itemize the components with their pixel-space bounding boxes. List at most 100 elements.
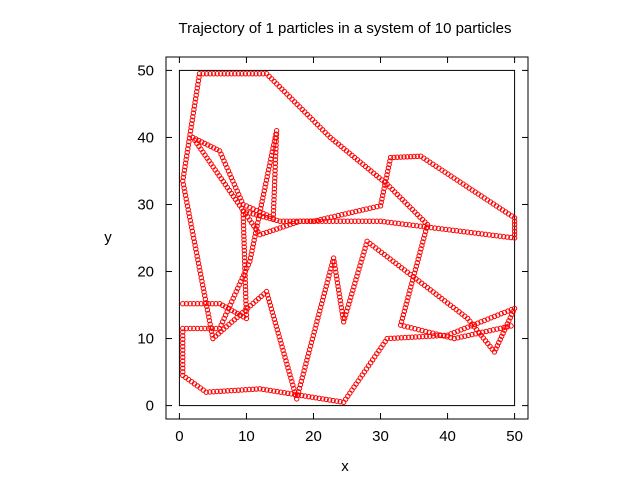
data-point	[240, 222, 247, 229]
data-point	[331, 213, 338, 220]
data-point	[271, 193, 277, 199]
data-point	[273, 128, 280, 134]
data-point	[195, 78, 202, 84]
data-point	[253, 226, 260, 233]
data-point	[324, 132, 331, 138]
data-point	[240, 212, 246, 218]
data-point	[190, 134, 196, 141]
data-point	[255, 216, 262, 222]
data-point	[205, 142, 211, 148]
data-point	[320, 396, 326, 402]
data-point	[304, 111, 311, 118]
data-point	[498, 333, 505, 340]
data-point	[464, 324, 471, 330]
data-point	[280, 218, 287, 224]
data-point	[300, 371, 306, 377]
data-point	[180, 178, 186, 184]
data-point	[194, 253, 200, 259]
data-point	[406, 222, 413, 228]
data-point	[260, 191, 267, 198]
data-point	[206, 317, 213, 324]
data-point	[280, 347, 286, 354]
data-point	[241, 240, 247, 247]
data-point	[232, 387, 238, 394]
data-point	[189, 228, 196, 234]
data-point	[326, 273, 332, 279]
data-point	[203, 389, 209, 395]
data-point	[268, 306, 275, 312]
data-point	[271, 388, 277, 394]
data-point	[195, 257, 201, 263]
data-point	[363, 242, 369, 248]
y-tick-label: 30	[137, 196, 154, 213]
data-point	[279, 344, 285, 350]
data-point	[340, 319, 347, 325]
data-point	[271, 197, 277, 203]
data-point	[317, 124, 323, 130]
data-point	[405, 294, 411, 301]
data-point	[180, 358, 186, 364]
data-point	[323, 283, 329, 289]
data-point	[336, 290, 342, 297]
data-point	[255, 219, 261, 226]
data-point	[313, 395, 319, 401]
data-point	[248, 251, 254, 258]
data-point	[240, 226, 247, 232]
data-point	[235, 71, 242, 77]
data-point	[386, 161, 392, 168]
data-point	[334, 276, 340, 283]
data-point	[315, 315, 321, 321]
data-point	[270, 215, 276, 221]
data-point	[309, 116, 316, 123]
data-point	[187, 128, 194, 134]
data-point	[213, 146, 220, 153]
data-point	[407, 153, 414, 160]
data-point	[342, 312, 349, 318]
data-point	[363, 206, 370, 212]
data-point	[262, 184, 268, 190]
data-point	[437, 332, 443, 338]
data-point	[458, 327, 464, 333]
data-point	[316, 311, 322, 318]
data-point	[186, 214, 193, 220]
data-point	[405, 324, 411, 330]
data-point	[501, 324, 507, 331]
data-point	[416, 334, 422, 340]
data-point	[387, 154, 394, 161]
data-point	[333, 269, 339, 275]
data-point	[194, 301, 201, 307]
data-point	[385, 219, 391, 225]
data-point	[208, 328, 215, 335]
data-point	[479, 329, 486, 335]
data-point	[413, 263, 420, 269]
data-point	[271, 316, 278, 323]
data-point	[203, 71, 210, 77]
data-point	[366, 218, 373, 224]
data-point	[490, 232, 496, 238]
data-point	[214, 388, 220, 395]
data-point	[304, 357, 310, 363]
data-point	[296, 385, 303, 392]
data-point	[454, 328, 461, 334]
data-point	[280, 224, 287, 230]
data-point	[399, 315, 406, 321]
data-point	[266, 299, 273, 305]
data-point	[271, 142, 277, 148]
data-point	[310, 332, 317, 339]
data-point	[180, 301, 186, 307]
data-point	[190, 113, 196, 120]
data-point	[316, 395, 322, 402]
data-point	[301, 368, 307, 374]
data-point	[337, 297, 343, 304]
data-point	[411, 153, 417, 160]
data-point	[185, 142, 192, 148]
data-point	[338, 301, 344, 307]
data-point	[277, 218, 283, 224]
data-point	[196, 74, 202, 81]
data-point	[281, 351, 287, 357]
data-point	[208, 325, 214, 331]
data-point	[256, 212, 262, 219]
data-point	[447, 334, 454, 341]
data-point	[209, 301, 215, 307]
y-tick-label: 20	[137, 264, 154, 281]
